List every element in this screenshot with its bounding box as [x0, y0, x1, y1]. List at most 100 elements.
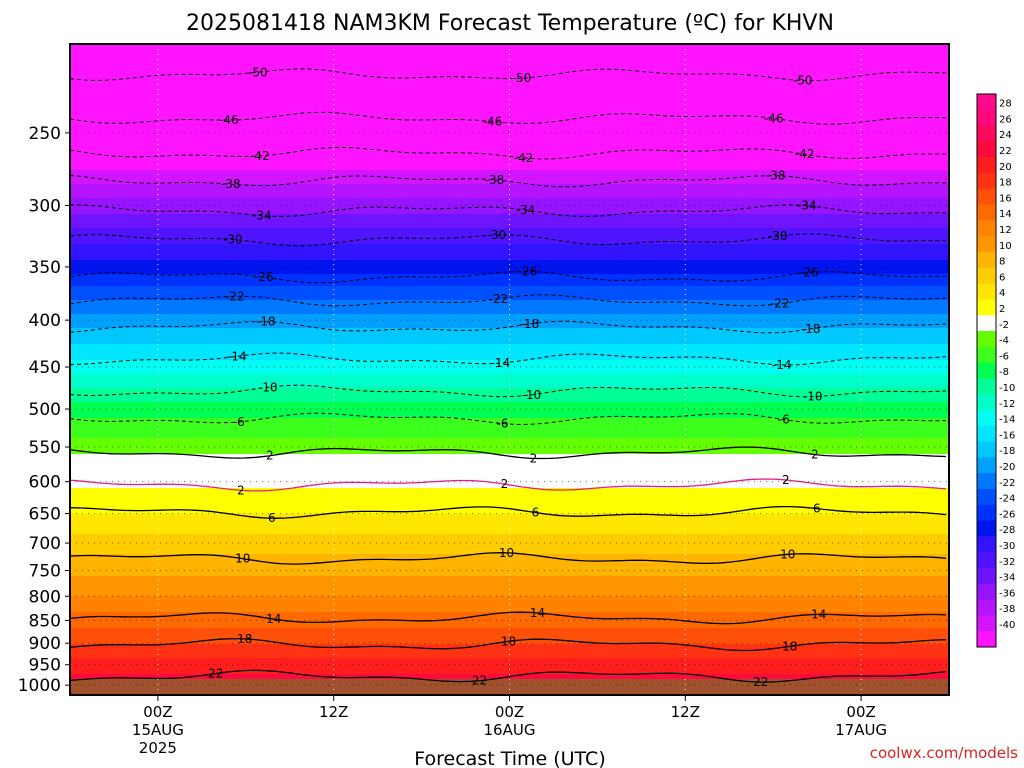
colorbar-label: -38 [999, 604, 1015, 615]
temp-band [70, 312, 949, 315]
colorbar-swatch [977, 220, 996, 237]
colorbar-swatch [977, 615, 996, 632]
temp-band [70, 502, 949, 505]
temp-band [70, 230, 949, 233]
temp-band [70, 192, 949, 195]
temp-band [70, 436, 949, 439]
temp-band [70, 80, 949, 83]
colorbar-label: 10 [999, 241, 1012, 252]
temp-band [70, 664, 949, 667]
colorbar-frame [976, 93, 997, 648]
temp-band [70, 316, 949, 319]
temp-band [70, 296, 949, 299]
contour-label: 2 [782, 473, 790, 487]
x-tick-label: 00Z [143, 703, 172, 721]
temp-band [70, 182, 949, 185]
temp-band [70, 290, 949, 293]
temp-band [70, 402, 949, 405]
temp-band [70, 320, 949, 323]
temp-band [70, 614, 949, 617]
contour-label: -6 [233, 415, 245, 429]
temp-band [70, 424, 949, 427]
temp-band [70, 94, 949, 97]
contour-line [70, 446, 947, 460]
temp-band [70, 390, 949, 393]
temp-band [70, 456, 949, 459]
colorbar-swatch [977, 568, 996, 585]
temp-band [70, 610, 949, 613]
temp-band [70, 446, 949, 449]
temp-band [70, 254, 949, 257]
colorbar-swatch [977, 252, 996, 269]
x-tick-label: 00Z [495, 703, 524, 721]
temp-band [70, 654, 949, 657]
temp-band [70, 280, 949, 283]
temp-band [70, 220, 949, 223]
colorbar-swatch [977, 410, 996, 427]
colorbar-label: -28 [999, 525, 1015, 536]
temp-band [70, 186, 949, 189]
y-tick-label: 850 [29, 611, 61, 631]
credit-link[interactable]: coolwx.com/models [870, 744, 1018, 762]
temp-band [70, 636, 949, 639]
temp-band [70, 486, 949, 489]
contour-label: 2 [266, 449, 274, 463]
temp-band [70, 514, 949, 517]
temp-band [70, 496, 949, 499]
temp-band [70, 590, 949, 593]
contour-label: -6 [497, 417, 509, 431]
colorbar-label: 20 [999, 162, 1012, 173]
temp-band [70, 310, 949, 313]
contour-label: -30 [487, 228, 507, 242]
temp-band [70, 212, 949, 215]
contour-line [70, 552, 947, 565]
contour-line [70, 611, 947, 625]
temp-band [70, 86, 949, 89]
temp-band [70, 194, 949, 197]
colorbar-label: -22 [999, 478, 1015, 489]
x-tick-label: 12Z [319, 703, 348, 721]
temp-band [70, 600, 949, 603]
temp-band [70, 352, 949, 355]
temp-band [70, 282, 949, 285]
temp-band [70, 562, 949, 565]
contour-label: 2 [237, 483, 245, 497]
temp-band [70, 90, 949, 93]
contour-label: 22 [472, 674, 487, 688]
temp-band [70, 140, 949, 143]
temp-band [70, 546, 949, 549]
temp-band [70, 52, 949, 55]
temp-band [70, 200, 949, 203]
temp-band [70, 464, 949, 467]
colorbar-swatch [977, 631, 996, 648]
x-tick-label: 17AUG [835, 721, 887, 739]
temp-band [70, 606, 949, 609]
temp-band [70, 564, 949, 567]
temp-band [70, 532, 949, 535]
temp-band [70, 250, 949, 253]
temp-band [70, 234, 949, 237]
temp-band [70, 362, 949, 365]
temp-band [70, 422, 949, 425]
temp-band [70, 512, 949, 515]
temp-band [70, 406, 949, 409]
colorbar-swatch [977, 536, 996, 553]
contour-label: -18 [801, 322, 821, 336]
temp-band [70, 470, 949, 473]
temp-band [70, 262, 949, 265]
contour-label: 10 [780, 547, 795, 561]
temp-band [70, 286, 949, 289]
temp-band [70, 150, 949, 153]
contour-label: -50 [248, 65, 268, 79]
contour-label: 10 [235, 552, 250, 566]
temp-band [70, 674, 949, 677]
temp-band [70, 476, 949, 479]
colorbar-swatch [977, 504, 996, 522]
temp-band [70, 274, 949, 277]
temp-band [70, 632, 949, 635]
temp-band [70, 612, 949, 615]
temp-band [70, 534, 949, 537]
temp-band [70, 592, 949, 595]
temp-band [70, 624, 949, 627]
